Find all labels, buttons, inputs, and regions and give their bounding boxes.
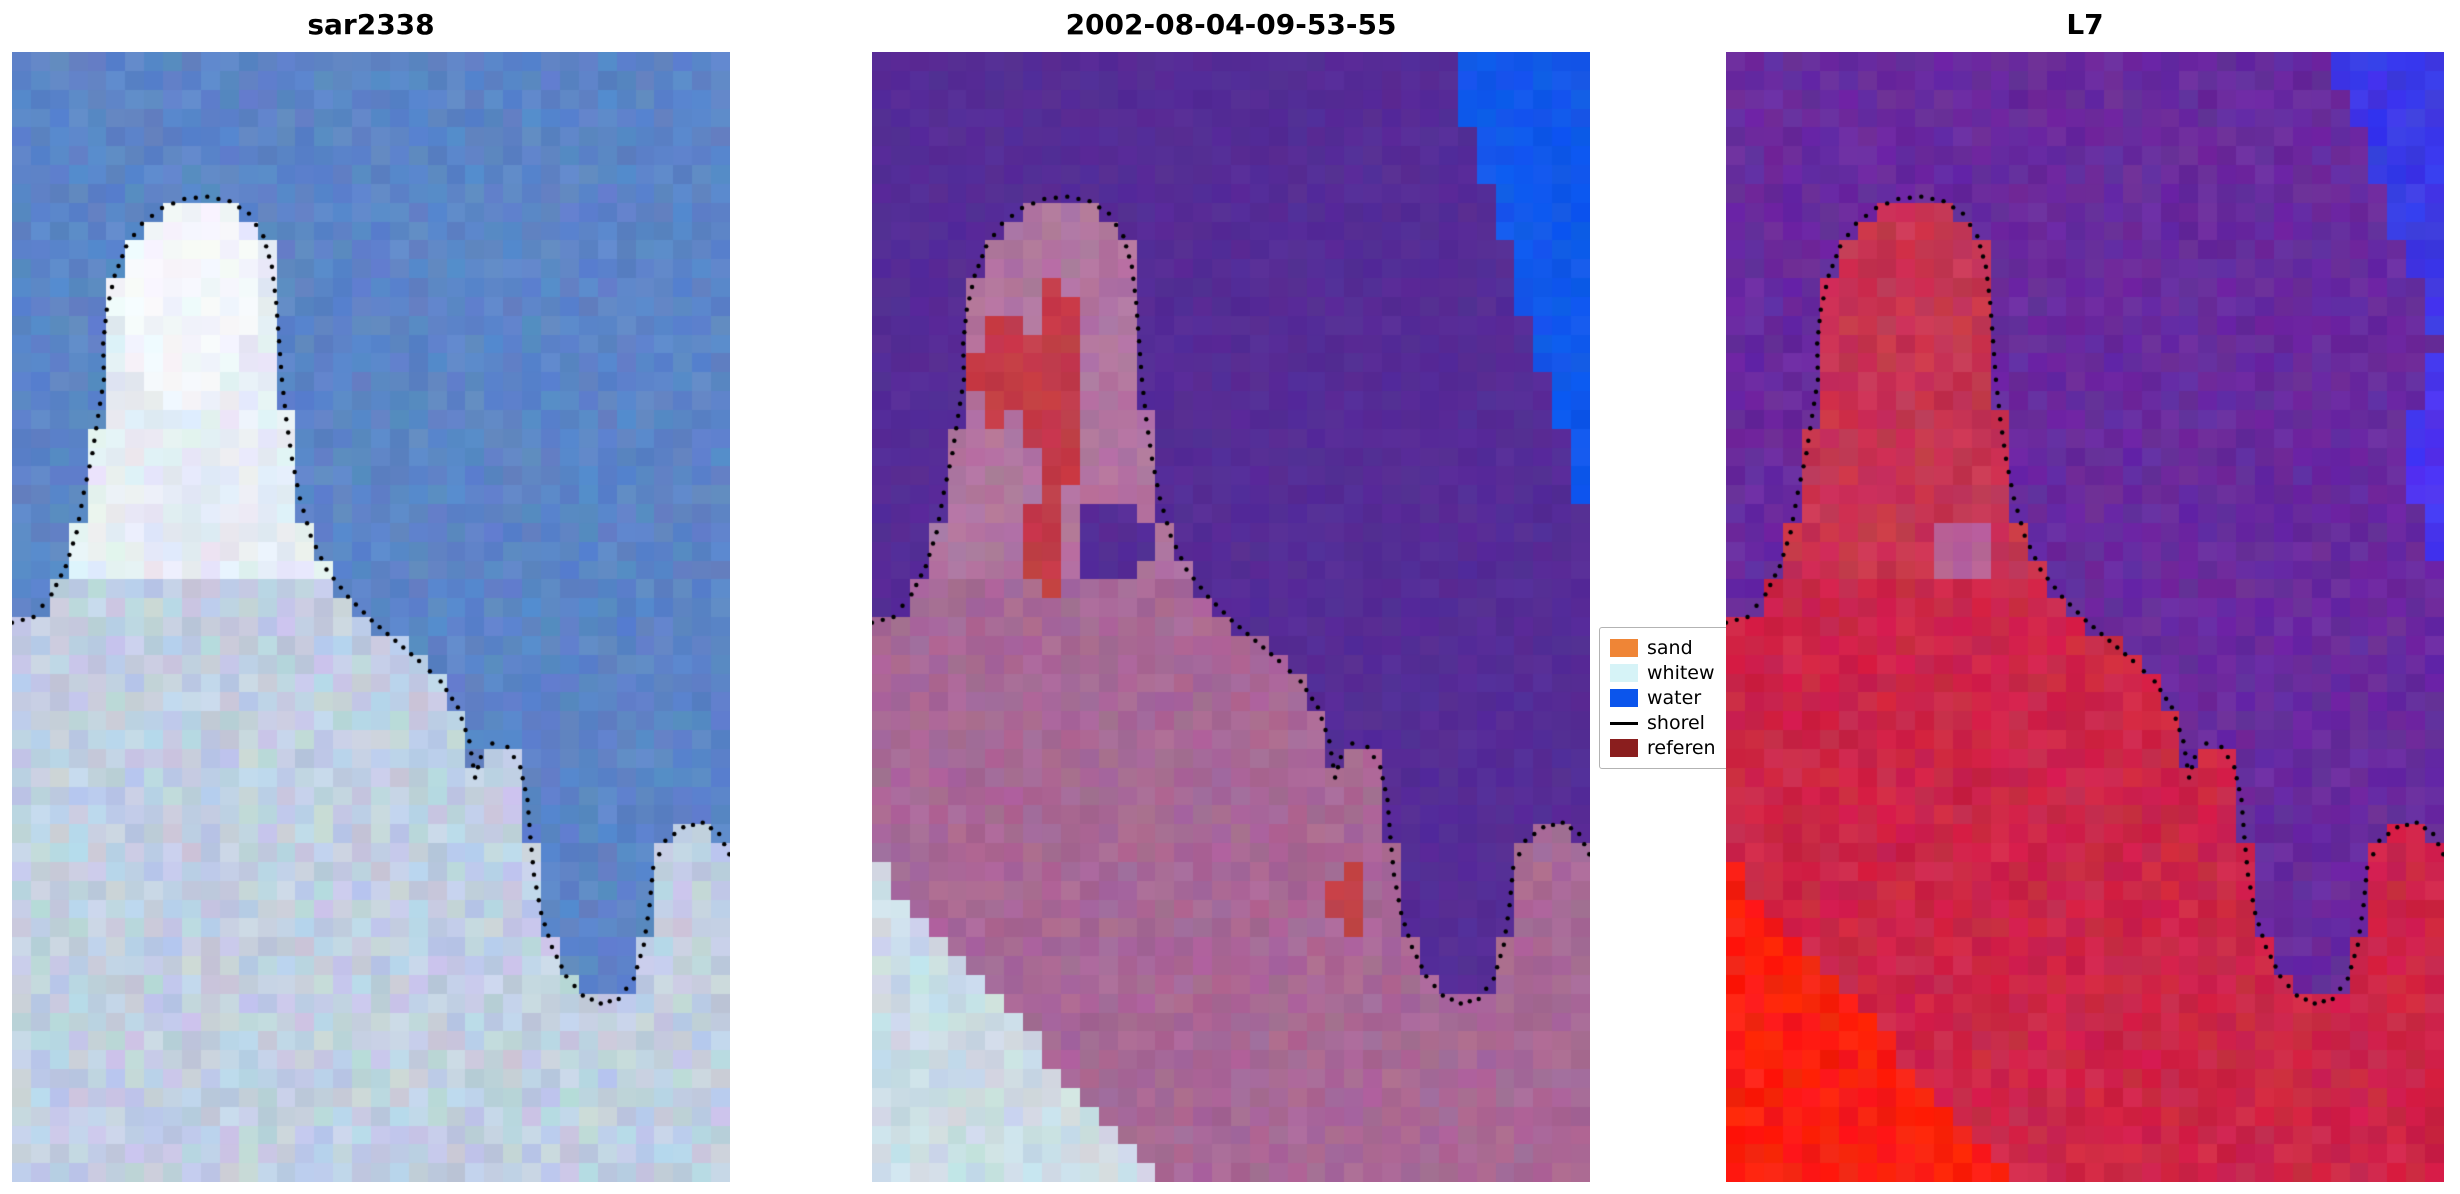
legend-row-water: water [1610,687,1786,709]
l7-image-panel [1726,52,2444,1182]
legend-label-shoreline: shorel [1647,712,1705,734]
whitewater-swatch [1610,664,1638,682]
shoreline-line-swatch [1610,721,1638,725]
panel-title-l7: L7 [2066,8,2104,41]
legend-row-shoreline: shorel [1610,712,1786,734]
water-swatch [1610,689,1638,707]
sand-swatch [1610,639,1638,657]
panel-title-date: 2002-08-04-09-53-55 [1065,8,1397,41]
legend-label-water: water [1647,687,1702,709]
legend-row-sand: sand [1610,637,1786,659]
classified-image-panel [872,52,1590,1182]
panel-title-sar2338: sar2338 [307,8,435,41]
sar-image-panel [12,52,730,1182]
reference-swatch [1610,739,1638,757]
legend-label-whitewater: whitew [1647,662,1715,684]
legend-row-whitewater: whitew [1610,662,1786,684]
legend-label-sand: sand [1647,637,1693,659]
legend-row-reference: referen [1610,737,1786,759]
legend-label-reference: referen [1647,737,1716,759]
